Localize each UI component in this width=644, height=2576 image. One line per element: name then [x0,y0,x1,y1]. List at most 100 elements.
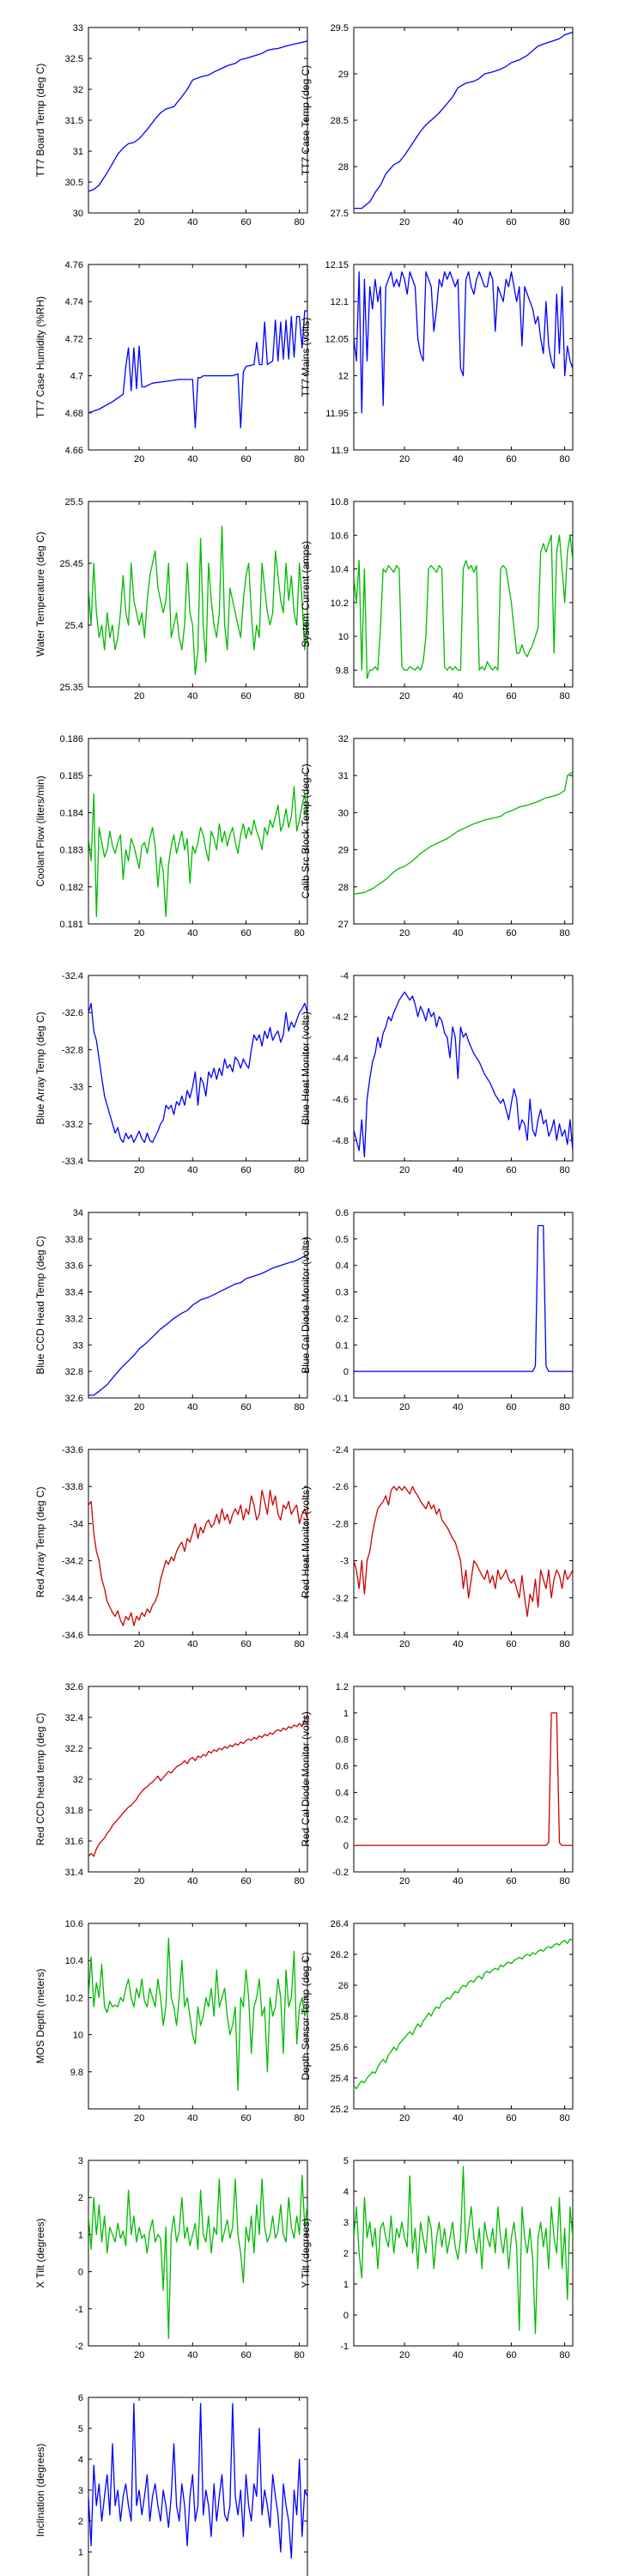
data-point [195,2520,196,2521]
x-tick-label: 40 [187,1876,197,1886]
data-point [115,2505,116,2506]
data-point [152,1605,153,1606]
y-tick-label: 31.4 [65,1868,83,1878]
data-point [173,2215,174,2216]
data-point [543,353,544,354]
data-point [468,568,469,569]
data-point [484,2221,485,2222]
data-point [104,2215,105,2216]
chart-panel: 20 40 60 80 -0.2 0 0.2 0.4 0.6 0.8 1 1.2 Red Cal Dio… [300,1682,574,1886]
y-tick-label: 11.95 [325,409,349,419]
data-point [559,1575,560,1576]
data-point [407,2246,408,2247]
data-point [506,1570,507,1571]
data-point [383,405,384,406]
data-point [253,649,254,650]
data-point [197,1105,198,1106]
data-point [106,1384,107,1385]
data-point [101,1077,102,1078]
data-point [388,2246,389,2247]
data-point [551,1597,552,1598]
data-point [530,301,531,302]
data-point [166,108,167,109]
data-point [160,600,161,601]
data-point [527,1616,528,1617]
y-axis-label: TT7 Case Temp (deg C) [300,65,312,176]
data-point [508,1579,509,1580]
data-point [258,1035,259,1036]
data-point [439,279,440,280]
data-point [511,1845,512,1846]
data-point [160,112,161,113]
data-point [133,846,134,847]
data-point [152,562,153,563]
data-point [163,1570,164,1571]
data-point [296,1019,297,1020]
chart-panel: 20 40 60 80 27 28 29 30 31 32 Calib Src Block Temp… [300,734,574,939]
y-tick-label: 1.2 [336,1682,349,1692]
series-line [354,771,573,896]
x-tick-label: 20 [399,1876,410,1886]
data-point [417,1016,418,1017]
data-point [359,271,360,272]
data-point [227,65,228,66]
x-tick-label: 80 [560,2350,570,2360]
data-point [492,71,493,72]
series-line [88,1719,307,1857]
data-point [106,2252,107,2253]
data-point [545,1365,546,1366]
data-point [286,319,287,320]
data-point [372,1533,373,1534]
data-point [304,1003,305,1004]
data-point [203,2234,204,2235]
data-point [513,1088,514,1089]
x-tick-label: 20 [399,928,410,939]
data-point [187,1310,188,1311]
data-point [559,535,560,536]
data-point [99,637,100,638]
data-point [219,2178,220,2179]
series-line [354,534,573,679]
data-point [487,661,488,662]
y-tick-label: 25.45 [59,559,83,569]
data-point [291,816,292,817]
data-point [439,565,440,566]
data-point [200,377,201,378]
data-point [219,375,220,376]
data-point [176,853,177,854]
data-point [489,666,490,667]
y-tick-label: -4.6 [332,1095,349,1105]
data-point [243,372,244,373]
data-point [567,345,568,346]
data-point [240,2489,241,2490]
data-point [380,1047,381,1048]
y-axis-label: Blue Cal Diode Monitor (volts) [300,1236,312,1373]
data-point [393,2046,394,2047]
data-point [128,860,129,861]
data-point [160,1328,161,1329]
data-point [286,809,287,810]
data-point [173,1560,174,1561]
x-tick-label: 60 [240,691,251,702]
data-point [516,1588,517,1589]
data-point [203,1754,204,1755]
x-tick-label: 20 [134,454,144,465]
data-point [396,565,397,566]
y-tick-label: 3 [78,2486,83,2496]
data-point [104,1096,105,1097]
data-point [532,1129,533,1130]
data-point [530,1594,531,1595]
data-point [192,2474,193,2475]
data-point [458,670,459,671]
x-tick-label: 60 [506,928,516,939]
y-tick-label: 0 [343,1841,349,1851]
data-point [181,1096,182,1097]
data-point [187,1090,188,1091]
data-point [431,1371,432,1372]
data-point [272,1267,273,1268]
data-point [243,2007,244,2008]
data-point [248,1067,249,1068]
data-point [484,670,485,671]
data-point [380,2062,381,2063]
data-point [181,96,182,97]
